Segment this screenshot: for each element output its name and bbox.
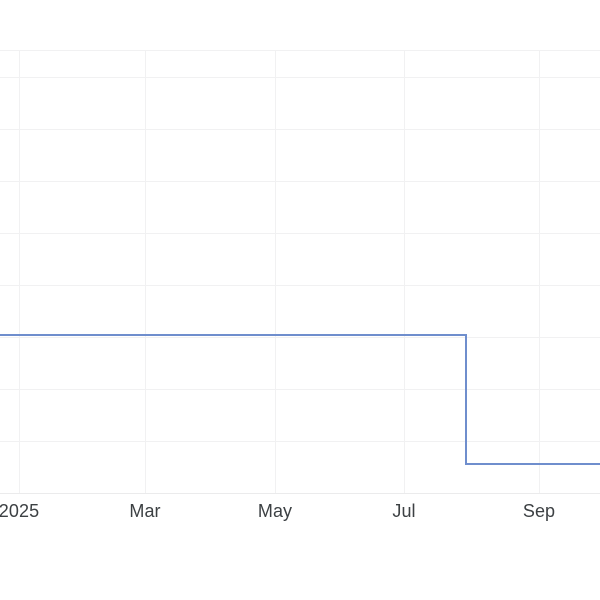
x-tick-label-2025: 2025 xyxy=(0,501,40,521)
x-tick-label-mar: Mar xyxy=(129,501,161,521)
series-line-value xyxy=(0,334,600,465)
horizontal-gridlines xyxy=(0,50,600,442)
x-tick-label-sep: Sep xyxy=(522,501,556,521)
x-tick-label-jul: Jul xyxy=(392,501,416,521)
x-tick-label-may: May xyxy=(257,501,293,521)
vertical-gridlines xyxy=(19,50,540,493)
